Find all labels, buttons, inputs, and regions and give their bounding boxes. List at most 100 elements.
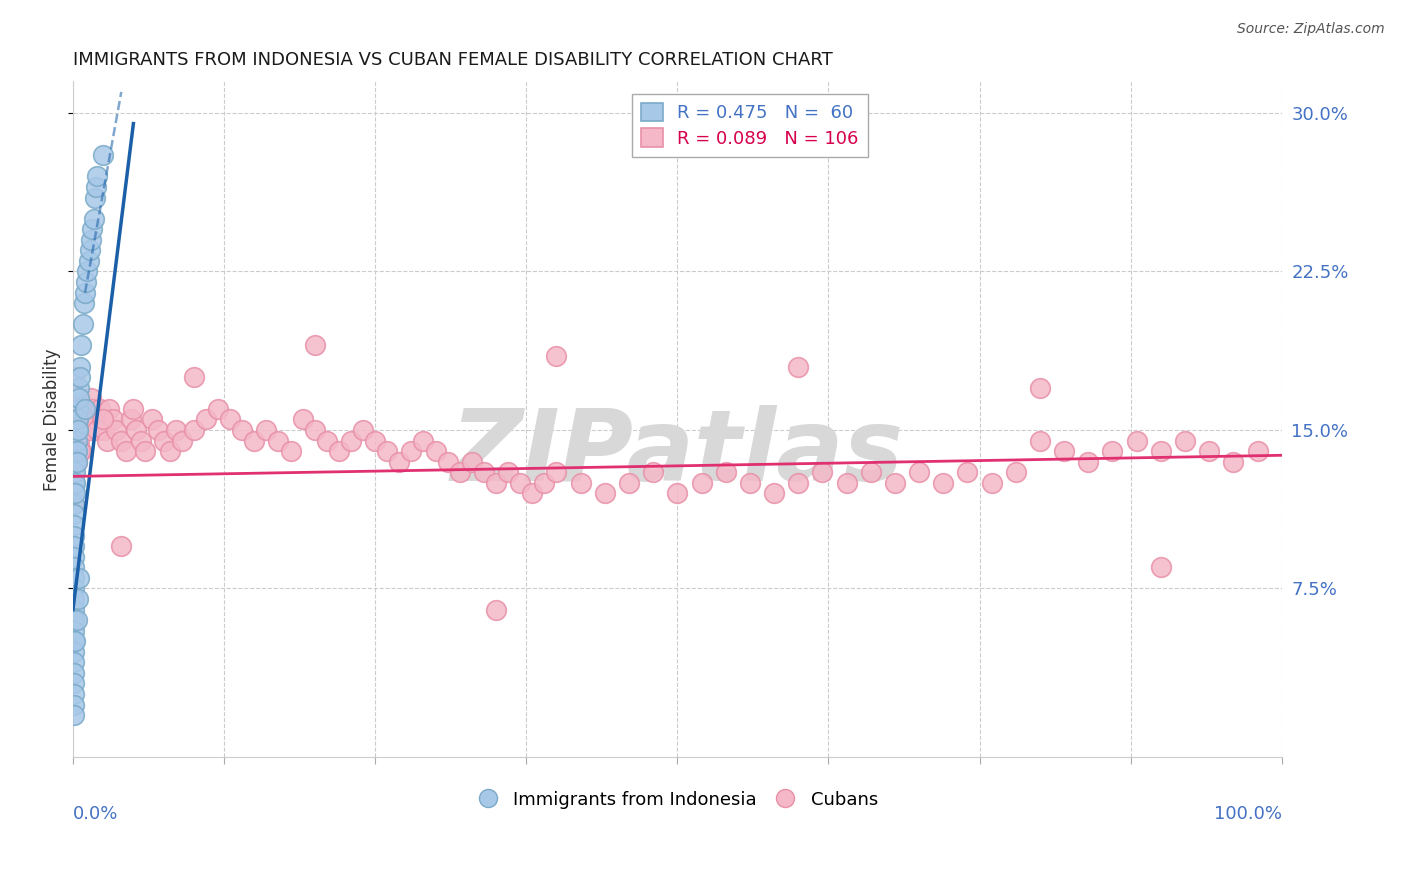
Point [533,475,555,490]
Point [86,169,108,184]
Point [91,412,114,426]
Point [593,486,616,500]
Point [165,423,187,437]
Point [63,497,86,511]
Point [93,423,115,437]
Point [65,634,87,648]
Point [63,539,86,553]
Point [66,591,89,606]
Point [63,528,86,542]
Point [63,687,86,701]
Point [66,401,89,416]
Point [738,475,761,490]
Point [152,434,174,448]
Point [364,434,387,448]
Point [811,465,834,479]
Point [908,465,931,479]
Point [170,434,193,448]
Point [183,370,205,384]
Point [65,455,87,469]
Point [129,434,152,448]
Point [75,275,97,289]
Point [304,423,326,437]
Point [125,423,148,437]
Point [72,318,94,332]
Point [67,391,90,405]
Point [714,465,737,479]
Point [63,401,86,416]
Point [1150,444,1173,458]
Legend: Immigrants from Indonesia, Cubans: Immigrants from Indonesia, Cubans [470,783,886,816]
Point [89,401,111,416]
Point [122,401,145,416]
Point [134,444,156,458]
Point [412,434,434,448]
Point [509,475,531,490]
Point [63,508,86,522]
Point [280,444,302,458]
Point [65,475,87,490]
Point [787,475,810,490]
Point [304,338,326,352]
Point [1101,444,1123,458]
Point [243,434,266,448]
Point [1246,444,1268,458]
Point [91,148,114,162]
Point [932,475,955,490]
Point [63,708,86,723]
Point [63,370,86,384]
Point [375,444,398,458]
Point [65,444,87,458]
Point [65,423,87,437]
Point [883,475,905,490]
Point [67,381,90,395]
Point [63,591,86,606]
Point [120,412,142,426]
Point [79,423,101,437]
Point [65,465,87,479]
Point [666,486,689,500]
Point [65,486,87,500]
Point [63,613,86,627]
Point [835,475,858,490]
Point [73,296,96,310]
Point [522,486,544,500]
Point [66,412,89,426]
Point [159,444,181,458]
Text: Source: ZipAtlas.com: Source: ZipAtlas.com [1237,22,1385,37]
Point [980,475,1002,490]
Point [70,444,93,458]
Point [76,264,98,278]
Point [340,434,363,448]
Point [110,434,132,448]
Point [83,412,105,426]
Point [352,423,374,437]
Point [401,444,423,458]
Point [80,391,103,405]
Point [63,624,86,638]
Point [65,423,87,437]
Point [219,412,242,426]
Point [84,180,107,194]
Point [546,349,568,363]
Y-axis label: Female Disability: Female Disability [44,348,60,491]
Point [63,465,86,479]
Point [63,698,86,712]
Point [763,486,786,500]
Point [110,539,132,553]
Point [485,475,508,490]
Point [63,602,86,616]
Point [73,412,96,426]
Point [425,444,447,458]
Point [63,486,86,500]
Point [63,560,86,574]
Point [86,423,108,437]
Point [63,676,86,690]
Point [65,444,87,458]
Point [1004,465,1026,479]
Point [65,412,87,426]
Point [101,412,124,426]
Point [115,444,138,458]
Point [77,254,100,268]
Point [1222,455,1244,469]
